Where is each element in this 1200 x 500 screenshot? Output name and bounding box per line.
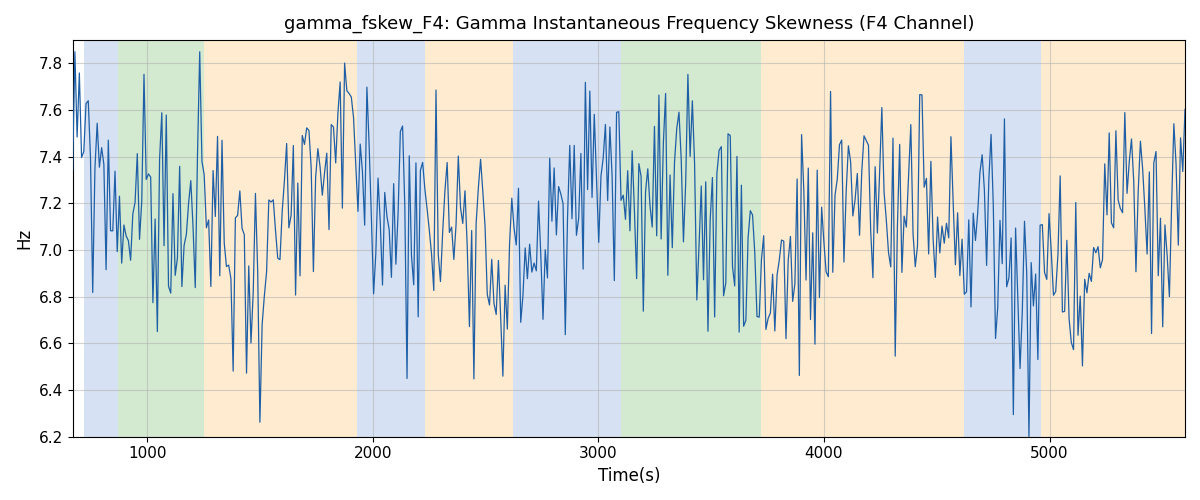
Bar	[1040, 40, 1184, 436]
Bar	[964, 40, 1040, 436]
Bar	[425, 40, 512, 436]
Bar	[118, 40, 204, 436]
Bar	[599, 40, 620, 436]
Y-axis label: Hz: Hz	[16, 228, 34, 249]
Title: gamma_fskew_F4: Gamma Instantaneous Frequency Skewness (F4 Channel): gamma_fskew_F4: Gamma Instantaneous Freq…	[283, 15, 974, 34]
Bar	[356, 40, 425, 436]
Bar	[761, 40, 964, 436]
Bar	[204, 40, 356, 436]
Bar	[620, 40, 761, 436]
Bar	[84, 40, 118, 436]
X-axis label: Time(s): Time(s)	[598, 467, 660, 485]
Bar	[512, 40, 599, 436]
